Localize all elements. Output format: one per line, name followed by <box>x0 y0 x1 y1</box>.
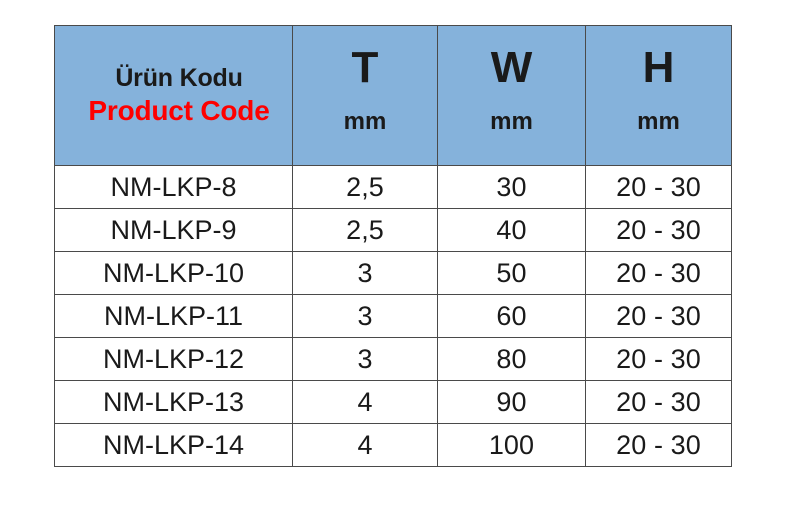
cell-width: 100 <box>437 423 586 467</box>
cell-thickness: 4 <box>292 423 438 467</box>
product-dimension-table-container: Ürün Kodu Product Code T mm W mm H mm <box>54 25 732 467</box>
table-row: NM-LKP-9 2,5 40 20 - 30 <box>54 208 732 252</box>
column-header-product-code: Ürün Kodu Product Code <box>54 25 293 166</box>
cell-height: 20 - 30 <box>585 251 732 295</box>
column-header-thickness: T mm <box>292 25 438 166</box>
table-header-row: Ürün Kodu Product Code T mm W mm H mm <box>54 25 732 166</box>
column-header-width-unit: mm <box>490 107 533 135</box>
cell-height: 20 - 30 <box>585 208 732 252</box>
column-header-thickness-unit: mm <box>343 107 387 135</box>
cell-thickness: 4 <box>292 380 438 424</box>
table-header: Ürün Kodu Product Code T mm W mm H mm <box>54 25 732 166</box>
cell-height: 20 - 30 <box>585 423 732 467</box>
cell-height: 20 - 30 <box>585 380 732 424</box>
cell-product-code: NM-LKP-9 <box>54 208 293 252</box>
cell-thickness: 3 <box>292 251 438 295</box>
cell-product-code: NM-LKP-10 <box>54 251 293 295</box>
table-row: NM-LKP-12 3 80 20 - 30 <box>54 337 732 381</box>
product-dimension-table: Ürün Kodu Product Code T mm W mm H mm <box>54 25 732 467</box>
column-header-product-code-label-en: Product Code <box>88 94 270 126</box>
column-header-width-symbol: W <box>490 42 533 92</box>
column-header-height-unit: mm <box>637 107 680 135</box>
table-row: NM-LKP-8 2,5 30 20 - 30 <box>54 165 732 209</box>
cell-width: 90 <box>437 380 586 424</box>
cell-width: 80 <box>437 337 586 381</box>
table-row: NM-LKP-10 3 50 20 - 30 <box>54 251 732 295</box>
cell-thickness: 3 <box>292 294 438 338</box>
column-header-height: H mm <box>585 25 732 166</box>
cell-thickness: 2,5 <box>292 208 438 252</box>
cell-width: 60 <box>437 294 586 338</box>
cell-product-code: NM-LKP-12 <box>54 337 293 381</box>
cell-width: 30 <box>437 165 586 209</box>
cell-product-code: NM-LKP-13 <box>54 380 293 424</box>
cell-height: 20 - 30 <box>585 337 732 381</box>
cell-height: 20 - 30 <box>585 165 732 209</box>
cell-product-code: NM-LKP-11 <box>54 294 293 338</box>
column-header-thickness-symbol: T <box>351 42 379 92</box>
cell-thickness: 2,5 <box>292 165 438 209</box>
table-row: NM-LKP-11 3 60 20 - 30 <box>54 294 732 338</box>
column-header-width: W mm <box>437 25 586 166</box>
cell-thickness: 3 <box>292 337 438 381</box>
cell-width: 40 <box>437 208 586 252</box>
cell-product-code: NM-LKP-14 <box>54 423 293 467</box>
column-header-height-symbol: H <box>642 42 675 92</box>
table-row: NM-LKP-13 4 90 20 - 30 <box>54 380 732 424</box>
table-body: NM-LKP-8 2,5 30 20 - 30 NM-LKP-9 2,5 40 20 - 30… <box>54 165 732 467</box>
cell-height: 20 - 30 <box>585 294 732 338</box>
cell-product-code: NM-LKP-8 <box>54 165 293 209</box>
table-row: NM-LKP-14 4 100 20 - 30 <box>54 423 732 467</box>
cell-width: 50 <box>437 251 586 295</box>
column-header-product-code-label-tr: Ürün Kodu <box>115 64 243 93</box>
